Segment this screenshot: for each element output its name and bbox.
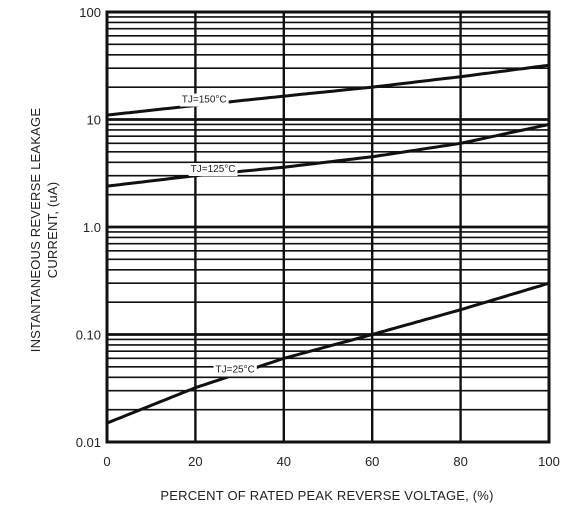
y-tick-label: 1.0 xyxy=(83,220,101,235)
x-tick-label: 0 xyxy=(103,454,110,469)
y-tick-label: 10 xyxy=(87,113,101,128)
series-label-bg xyxy=(213,363,257,377)
x-tick-label: 20 xyxy=(188,454,202,469)
x-tick-label: 40 xyxy=(277,454,291,469)
series-label-bg xyxy=(179,93,229,107)
series-line-1 xyxy=(106,122,550,188)
grid xyxy=(105,10,551,444)
series-label-bg xyxy=(188,163,238,177)
series-line-2 xyxy=(106,281,550,425)
series-label: TJ=125°C xyxy=(191,164,236,175)
tick-labels: 0 20 40 60 80 100 0.01 0.10 1.0 10 100 xyxy=(76,5,560,469)
x-axis-title: PERCENT OF RATED PEAK REVERSE VOLTAGE, (… xyxy=(160,488,493,503)
x-tick-label: 100 xyxy=(538,454,560,469)
y-axis-title-line-1: INSTANTANEOUS REVERSE LEAKAGE xyxy=(28,108,43,353)
y-tick-label: 0.01 xyxy=(76,435,101,450)
y-tick-label: 100 xyxy=(79,5,101,20)
plot-frame xyxy=(105,10,551,444)
y-tick-label: 0.10 xyxy=(76,328,101,343)
x-tick-label: 60 xyxy=(365,454,379,469)
series-line-0 xyxy=(106,63,550,117)
series-layer: TJ=150°C TJ=125°C TJ=25°C xyxy=(106,63,550,425)
series-label: TJ=25°C xyxy=(216,364,255,375)
x-tick-label: 80 xyxy=(453,454,467,469)
series-label: TJ=150°C xyxy=(182,95,227,106)
y-axis-title-line-2: CURRENT, (uA) xyxy=(45,182,60,279)
